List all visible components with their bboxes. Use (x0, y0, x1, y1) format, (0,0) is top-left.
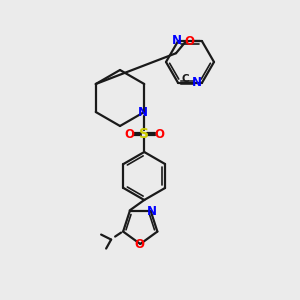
Text: O: O (134, 238, 144, 250)
Text: N: N (147, 205, 157, 218)
Text: N: N (192, 76, 202, 89)
Text: N: N (172, 34, 182, 47)
Text: N: N (138, 106, 148, 118)
Text: O: O (124, 128, 134, 140)
Text: O: O (154, 128, 164, 140)
Text: S: S (139, 127, 149, 141)
Text: O: O (184, 35, 194, 48)
Text: C: C (181, 74, 189, 84)
